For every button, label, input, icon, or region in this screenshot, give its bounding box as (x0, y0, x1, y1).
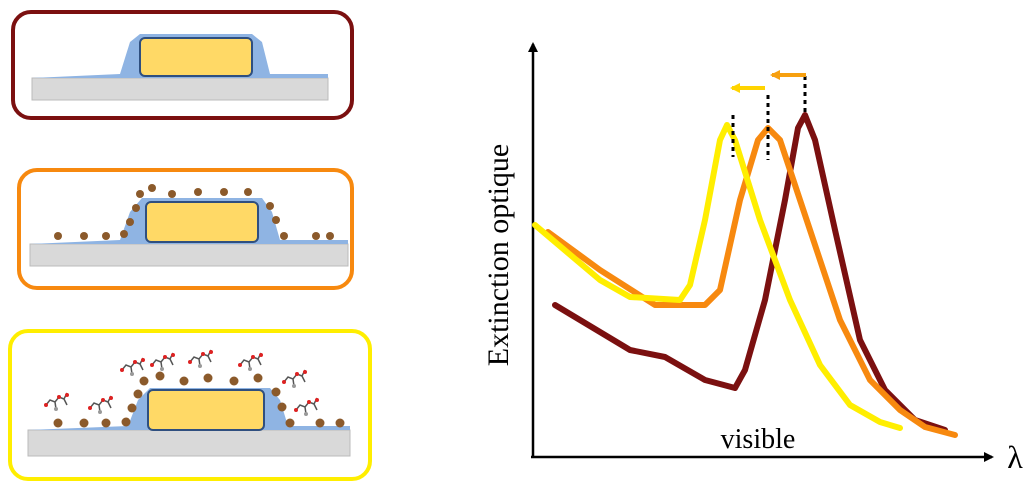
annotation: visible (721, 424, 796, 455)
panel-molecules (8, 329, 372, 481)
curve-molecules (532, 122, 903, 431)
panel-dots (17, 168, 354, 290)
x-axis-label: λ (1007, 439, 1023, 475)
panel-bare (11, 10, 354, 120)
y-axis-label: Extinction optique (482, 144, 515, 366)
curve-dots (545, 125, 958, 438)
peak-markers (731, 76, 807, 160)
curve-bare (552, 112, 948, 433)
